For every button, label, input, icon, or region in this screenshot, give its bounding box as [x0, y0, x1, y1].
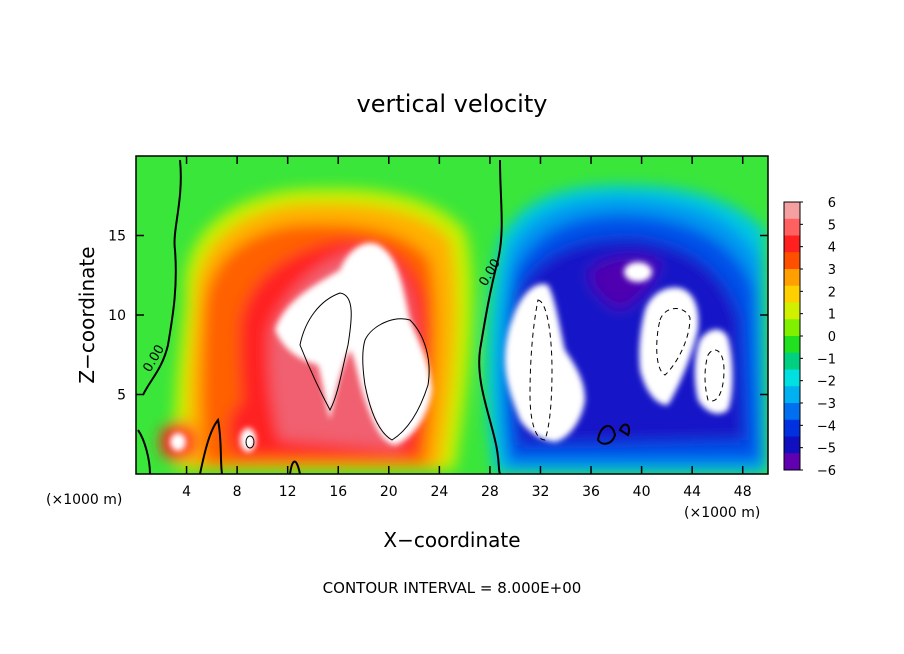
chart-title: vertical velocity [357, 90, 548, 118]
colorbar-swatch [784, 403, 800, 421]
colorbar-label: 6 [828, 196, 836, 211]
x-tick-label: 32 [532, 484, 550, 500]
x-tick-label: 4 [182, 484, 191, 500]
x-tick-label: 24 [430, 484, 448, 500]
colorbar-label: 1 [828, 308, 836, 323]
x-tick-label: 12 [279, 484, 297, 500]
colorbar-swatch [784, 453, 800, 471]
colorbar-label: 0 [828, 330, 836, 345]
contour-interval-note: CONTOUR INTERVAL = 8.000E+00 [323, 579, 582, 597]
colorbar-swatch [784, 285, 800, 303]
colorbar-label: −1 [817, 352, 836, 367]
x-tick-label: 28 [481, 484, 499, 500]
colorbar-swatch [784, 269, 800, 287]
colorbar-label: −6 [817, 464, 836, 479]
colorbar-swatch [784, 336, 800, 354]
x-tick-label: 36 [582, 484, 600, 500]
x-axis-label: X−coordinate [383, 528, 520, 552]
x-axis: 4 8 12 16 20 24 28 32 36 40 44 48 [182, 156, 752, 500]
negative-contours [529, 299, 725, 441]
colorbar-swatch [784, 352, 800, 370]
saturated-cores [170, 242, 733, 452]
x-tick-label: 16 [329, 484, 347, 500]
colorbar-swatch [784, 436, 800, 454]
colorbar-swatch [784, 218, 800, 236]
colorbar-swatch [784, 302, 800, 320]
colorbar-label: 5 [828, 218, 836, 233]
y-tick-label: 5 [117, 388, 126, 404]
y-axis-label: Z−coordinate [75, 246, 99, 383]
colorbar-label: −2 [817, 375, 836, 390]
colorbar-swatch [784, 252, 800, 270]
y-axis: 5 10 15 [108, 229, 768, 404]
colorbar-swatch [784, 319, 800, 337]
zero-contours [137, 159, 630, 474]
x-tick-label: 48 [734, 484, 752, 500]
colorbar-swatch [784, 419, 800, 437]
colorbar-swatch [784, 202, 800, 220]
colorbar-swatch [784, 386, 800, 404]
colorbar-label: 2 [828, 285, 836, 300]
y-tick-label: 10 [108, 308, 126, 324]
colorbar-label: −3 [817, 397, 836, 412]
x-unit-label: (×1000 m) [46, 492, 122, 508]
y-tick-label: 15 [108, 229, 126, 245]
colorbar: 6 5 4 3 2 1 0 −1 −2 −3 −4 −5 −6 [783, 196, 836, 479]
plot-area [136, 156, 768, 474]
colorbar-label: −4 [817, 419, 836, 434]
x-tick-label: 44 [683, 484, 701, 500]
x-tick-label: 40 [633, 484, 651, 500]
x-tick-label: 8 [233, 484, 242, 500]
positive-contours [245, 292, 430, 449]
colorbar-swatch [784, 235, 800, 253]
colorbar-label: −5 [817, 442, 836, 457]
z-unit-label: (×1000 m) [684, 505, 760, 521]
colorbar-label: 3 [828, 263, 836, 278]
colorbar-label: 4 [828, 241, 836, 256]
colorbar-swatch [784, 369, 800, 387]
x-tick-label: 20 [380, 484, 398, 500]
